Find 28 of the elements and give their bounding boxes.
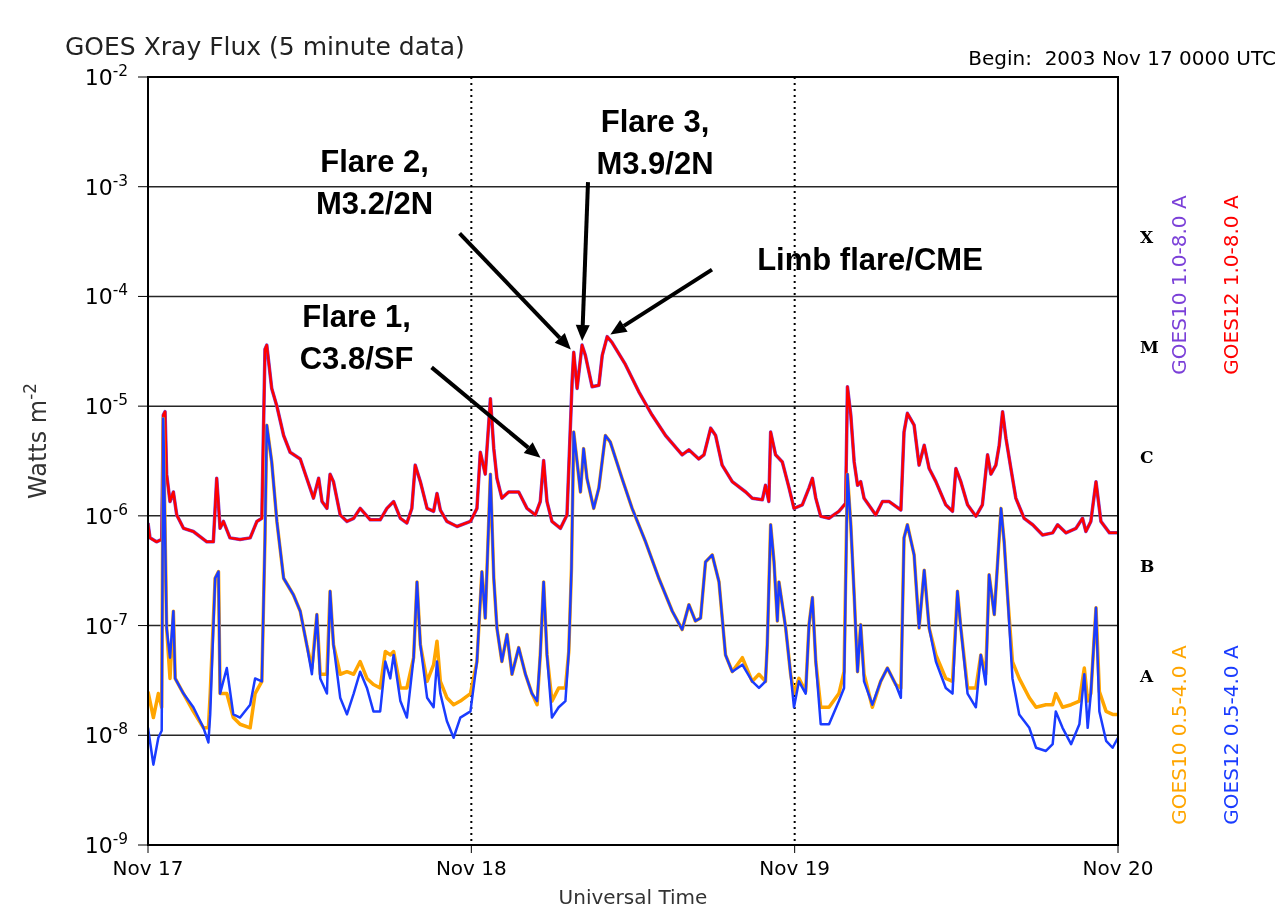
y-tick-label: 10$^{-6}$ [84,500,128,529]
y-tick-label: 10$^{-2}$ [84,62,128,90]
x-tick-label: Nov 17 [112,856,184,880]
text: GOES10 0.5-4.0 A [1167,645,1191,825]
chart-subtitle: Begin: 2003 Nov 17 0000 UTC [968,46,1276,70]
text: X [1140,227,1154,248]
text: B [1140,556,1155,577]
y-tick-label: 10$^{-3}$ [84,171,128,200]
text: A [1139,666,1154,687]
y-tick-label: 10$^{-8}$ [84,720,128,749]
y-tick-label: 10$^{-5}$ [84,391,128,420]
text: C [1140,446,1154,467]
text: GOES12 1.0-8.0 A [1219,195,1243,375]
annotation: Flare 2, M3.2/2N [316,144,434,222]
text: GOES12 0.5-4.0 A [1219,645,1243,825]
text: M [1140,336,1159,357]
y-tick-label: 10$^{-4}$ [84,281,128,310]
annotation: Flare 1, C3.8/SF [299,299,414,377]
annotation: Limb flare/CME [757,241,983,277]
y-tick-label: 10$^{-7}$ [84,610,128,639]
x-axis-title: Universal Time [558,885,708,909]
x-tick-label: Nov 19 [759,856,831,880]
chart-title: GOES Xray Flux (5 minute data) [65,32,465,61]
text: GOES10 1.0-8.0 A [1167,195,1191,375]
x-tick-label: Nov 18 [435,856,507,880]
annotation: Flare 3, M3.9/2N [596,104,714,182]
y-tick-label: 10$^{-9}$ [84,830,128,858]
x-tick-label: Nov 20 [1082,856,1154,880]
